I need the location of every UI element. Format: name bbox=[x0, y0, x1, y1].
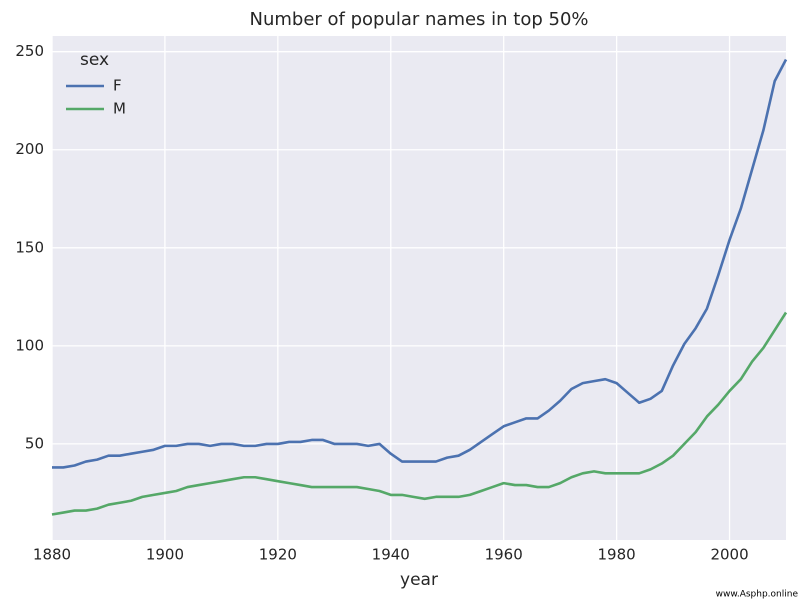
x-tick-label: 1920 bbox=[259, 546, 297, 564]
x-axis-label: year bbox=[400, 570, 438, 590]
line bbox=[52, 58, 788, 469]
line bbox=[51, 311, 788, 516]
y-tick-label: 100 bbox=[15, 336, 44, 354]
x-tick-label: 1980 bbox=[598, 546, 636, 564]
y-tick-label: 250 bbox=[15, 42, 44, 60]
y-tick-label: 150 bbox=[15, 238, 44, 256]
chart-title: Number of popular names in top 50% bbox=[249, 9, 588, 30]
y-tick-label: 50 bbox=[25, 434, 44, 452]
x-tick-label: 1960 bbox=[485, 546, 523, 564]
legend-label: M bbox=[113, 100, 126, 118]
x-tick-label: 1880 bbox=[33, 546, 71, 564]
y-tick-label: 200 bbox=[15, 140, 44, 158]
legend-label: F bbox=[113, 77, 122, 95]
plot-area bbox=[52, 36, 786, 540]
legend-title: sex bbox=[80, 50, 109, 70]
x-tick-label: 1900 bbox=[146, 546, 184, 564]
watermark: www.Asphp.online bbox=[716, 590, 799, 600]
x-tick-label: 1940 bbox=[372, 546, 410, 564]
x-tick-label: 2000 bbox=[710, 546, 748, 564]
